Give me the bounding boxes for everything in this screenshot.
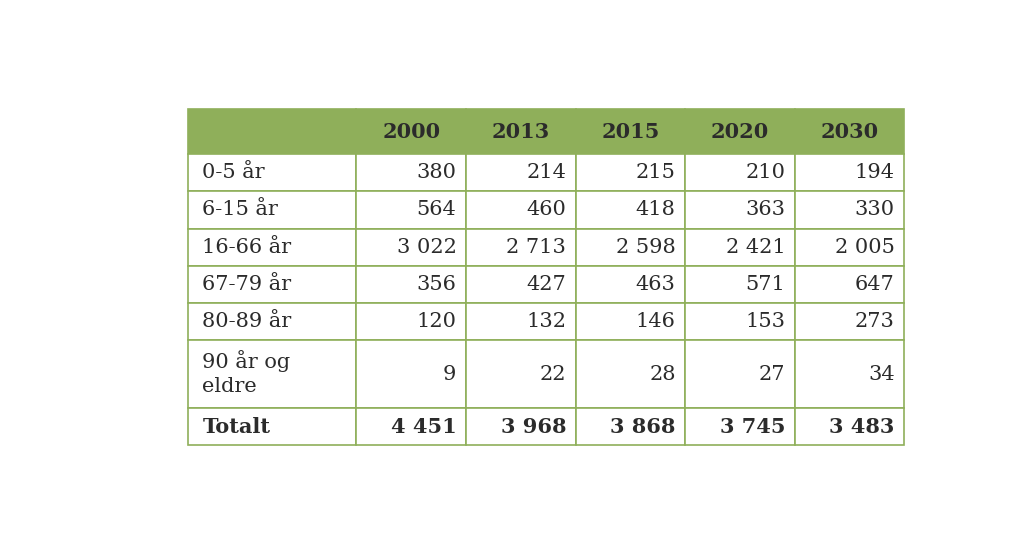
Bar: [356, 266, 466, 303]
Text: 3 868: 3 868: [610, 416, 676, 437]
Bar: [356, 340, 466, 408]
Text: 2 005: 2 005: [835, 238, 895, 257]
Bar: [466, 110, 575, 154]
Text: 214: 214: [526, 163, 566, 182]
Bar: [188, 228, 356, 266]
Bar: [466, 228, 575, 266]
Text: 215: 215: [636, 163, 676, 182]
Bar: [188, 408, 356, 445]
Text: 2013: 2013: [492, 122, 549, 142]
Bar: [795, 191, 905, 228]
Text: 28: 28: [649, 365, 676, 384]
Text: 80-89 år: 80-89 år: [202, 312, 292, 331]
Text: 427: 427: [526, 275, 566, 294]
Bar: [356, 154, 466, 191]
Text: 647: 647: [855, 275, 895, 294]
Text: 2020: 2020: [711, 122, 769, 142]
Bar: [466, 303, 575, 340]
Bar: [575, 340, 685, 408]
Text: 4 451: 4 451: [390, 416, 456, 437]
Text: 564: 564: [417, 201, 456, 220]
Bar: [795, 154, 905, 191]
Text: 6-15 år: 6-15 år: [202, 201, 278, 220]
Bar: [466, 340, 575, 408]
Bar: [466, 408, 575, 445]
Bar: [188, 266, 356, 303]
Text: 67-79 år: 67-79 år: [202, 275, 292, 294]
Bar: [575, 110, 685, 154]
Bar: [188, 154, 356, 191]
Text: 210: 210: [746, 163, 786, 182]
Text: 356: 356: [417, 275, 456, 294]
Text: 27: 27: [759, 365, 786, 384]
Bar: [575, 228, 685, 266]
Text: 2015: 2015: [601, 122, 659, 142]
Text: eldre: eldre: [202, 377, 257, 396]
Bar: [685, 408, 795, 445]
Bar: [795, 110, 905, 154]
Bar: [795, 340, 905, 408]
Bar: [795, 266, 905, 303]
Bar: [795, 408, 905, 445]
Bar: [575, 191, 685, 228]
Bar: [575, 154, 685, 191]
Bar: [795, 228, 905, 266]
Text: 463: 463: [636, 275, 676, 294]
Bar: [685, 110, 795, 154]
Text: 330: 330: [854, 201, 895, 220]
Bar: [188, 303, 356, 340]
Bar: [188, 340, 356, 408]
Bar: [356, 408, 466, 445]
Bar: [188, 110, 356, 154]
Text: Totalt: Totalt: [202, 416, 270, 437]
Bar: [188, 191, 356, 228]
Bar: [685, 228, 795, 266]
Bar: [685, 303, 795, 340]
Text: 22: 22: [539, 365, 566, 384]
Text: 2 598: 2 598: [616, 238, 676, 257]
Bar: [685, 340, 795, 408]
Text: 90 år og: 90 år og: [202, 349, 291, 372]
Bar: [575, 266, 685, 303]
Bar: [466, 154, 575, 191]
Text: 146: 146: [636, 312, 676, 331]
Bar: [685, 191, 795, 228]
Text: 3 745: 3 745: [720, 416, 786, 437]
Text: 2000: 2000: [382, 122, 441, 142]
Text: 273: 273: [854, 312, 895, 331]
Text: 132: 132: [526, 312, 566, 331]
Text: 2 421: 2 421: [725, 238, 786, 257]
Bar: [356, 110, 466, 154]
Text: 3 022: 3 022: [396, 238, 456, 257]
Text: 16-66 år: 16-66 år: [202, 238, 292, 257]
Text: 34: 34: [868, 365, 895, 384]
Text: 3 483: 3 483: [830, 416, 895, 437]
Text: 418: 418: [636, 201, 676, 220]
Bar: [575, 408, 685, 445]
Text: 194: 194: [854, 163, 895, 182]
Text: 0-5 år: 0-5 år: [202, 163, 265, 182]
Bar: [685, 266, 795, 303]
Text: 571: 571: [746, 275, 786, 294]
Bar: [575, 303, 685, 340]
Bar: [685, 154, 795, 191]
Text: 2030: 2030: [821, 122, 879, 142]
Text: 153: 153: [746, 312, 786, 331]
Bar: [466, 266, 575, 303]
Bar: [356, 191, 466, 228]
Bar: [356, 228, 466, 266]
Text: 3 968: 3 968: [500, 416, 566, 437]
Text: 380: 380: [417, 163, 456, 182]
Text: 9: 9: [443, 365, 456, 384]
Bar: [356, 303, 466, 340]
Text: 363: 363: [746, 201, 786, 220]
Text: 2 713: 2 713: [506, 238, 566, 257]
Text: 120: 120: [417, 312, 456, 331]
Bar: [795, 303, 905, 340]
Text: 460: 460: [526, 201, 566, 220]
Bar: [466, 191, 575, 228]
